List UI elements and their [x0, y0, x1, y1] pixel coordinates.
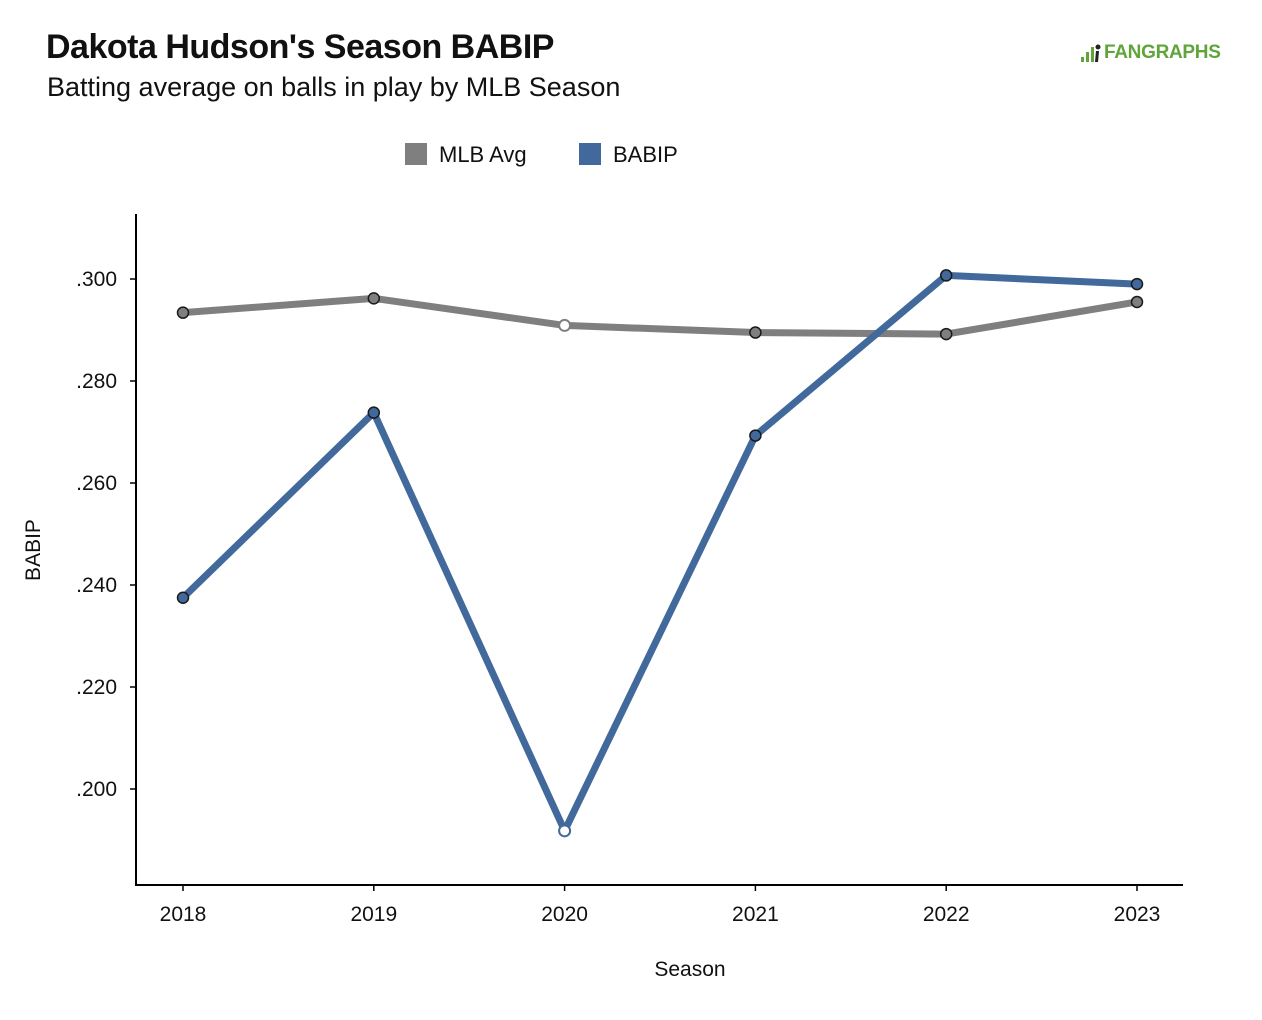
fangraphs-logo[interactable]: FANGRAPHS	[1080, 42, 1221, 64]
data-point-mlb-avg	[367, 292, 381, 305]
y-tick-label: .300	[76, 268, 117, 291]
y-tick-label: .280	[76, 370, 117, 393]
x-axis-label: Season	[654, 958, 725, 981]
data-point-mlb-avg	[1130, 295, 1144, 309]
y-tick-label: .260	[76, 472, 117, 495]
series-line-mlb-avg	[179, 294, 1141, 338]
chart-ticks: .200 .220 .240 .260 .280 .300 2018 2019 2020 2021…	[76, 268, 1160, 926]
data-point-mlb-avg	[939, 327, 953, 341]
data-point-babip	[1130, 277, 1144, 291]
x-tick-label: 2021	[732, 903, 779, 926]
chart-subtitle: Batting average on balls in play by MLB …	[47, 72, 621, 102]
legend-label-babip: BABIP	[613, 142, 678, 167]
data-point-babip	[939, 269, 953, 282]
data-point-mlb-avg	[558, 318, 572, 332]
chart-series-lines	[179, 271, 1141, 835]
data-point-mlb-avg	[749, 326, 762, 339]
fangraphs-logo-text: FANGRAPHS	[1104, 42, 1221, 63]
series-line-babip	[179, 271, 1141, 835]
x-tick-label: 2018	[160, 903, 207, 926]
chart-title: Dakota Hudson's Season BABIP	[46, 28, 554, 66]
x-tick-label: 2022	[923, 903, 970, 926]
legend-swatch-babip	[579, 143, 601, 165]
x-tick-label: 2023	[1114, 903, 1161, 926]
legend-label-mlb-avg: MLB Avg	[439, 142, 527, 167]
x-tick-label: 2019	[350, 903, 397, 926]
data-point-babip	[367, 406, 381, 419]
data-point-mlb-avg	[176, 306, 190, 319]
legend-swatch-mlb-avg	[405, 143, 427, 165]
data-point-babip	[558, 824, 572, 838]
chart-legend: MLB Avg BABIP	[405, 142, 678, 167]
data-point-babip	[749, 429, 762, 442]
fangraphs-logo-icon	[1081, 44, 1101, 62]
y-axis-label: BABIP	[22, 519, 45, 581]
chart-points	[176, 269, 1144, 838]
y-tick-label: .220	[76, 676, 117, 699]
y-tick-label: .200	[76, 778, 117, 801]
data-point-babip	[176, 591, 190, 604]
x-tick-label: 2020	[541, 903, 588, 926]
y-tick-label: .240	[76, 574, 117, 597]
chart-axes	[135, 214, 1183, 886]
